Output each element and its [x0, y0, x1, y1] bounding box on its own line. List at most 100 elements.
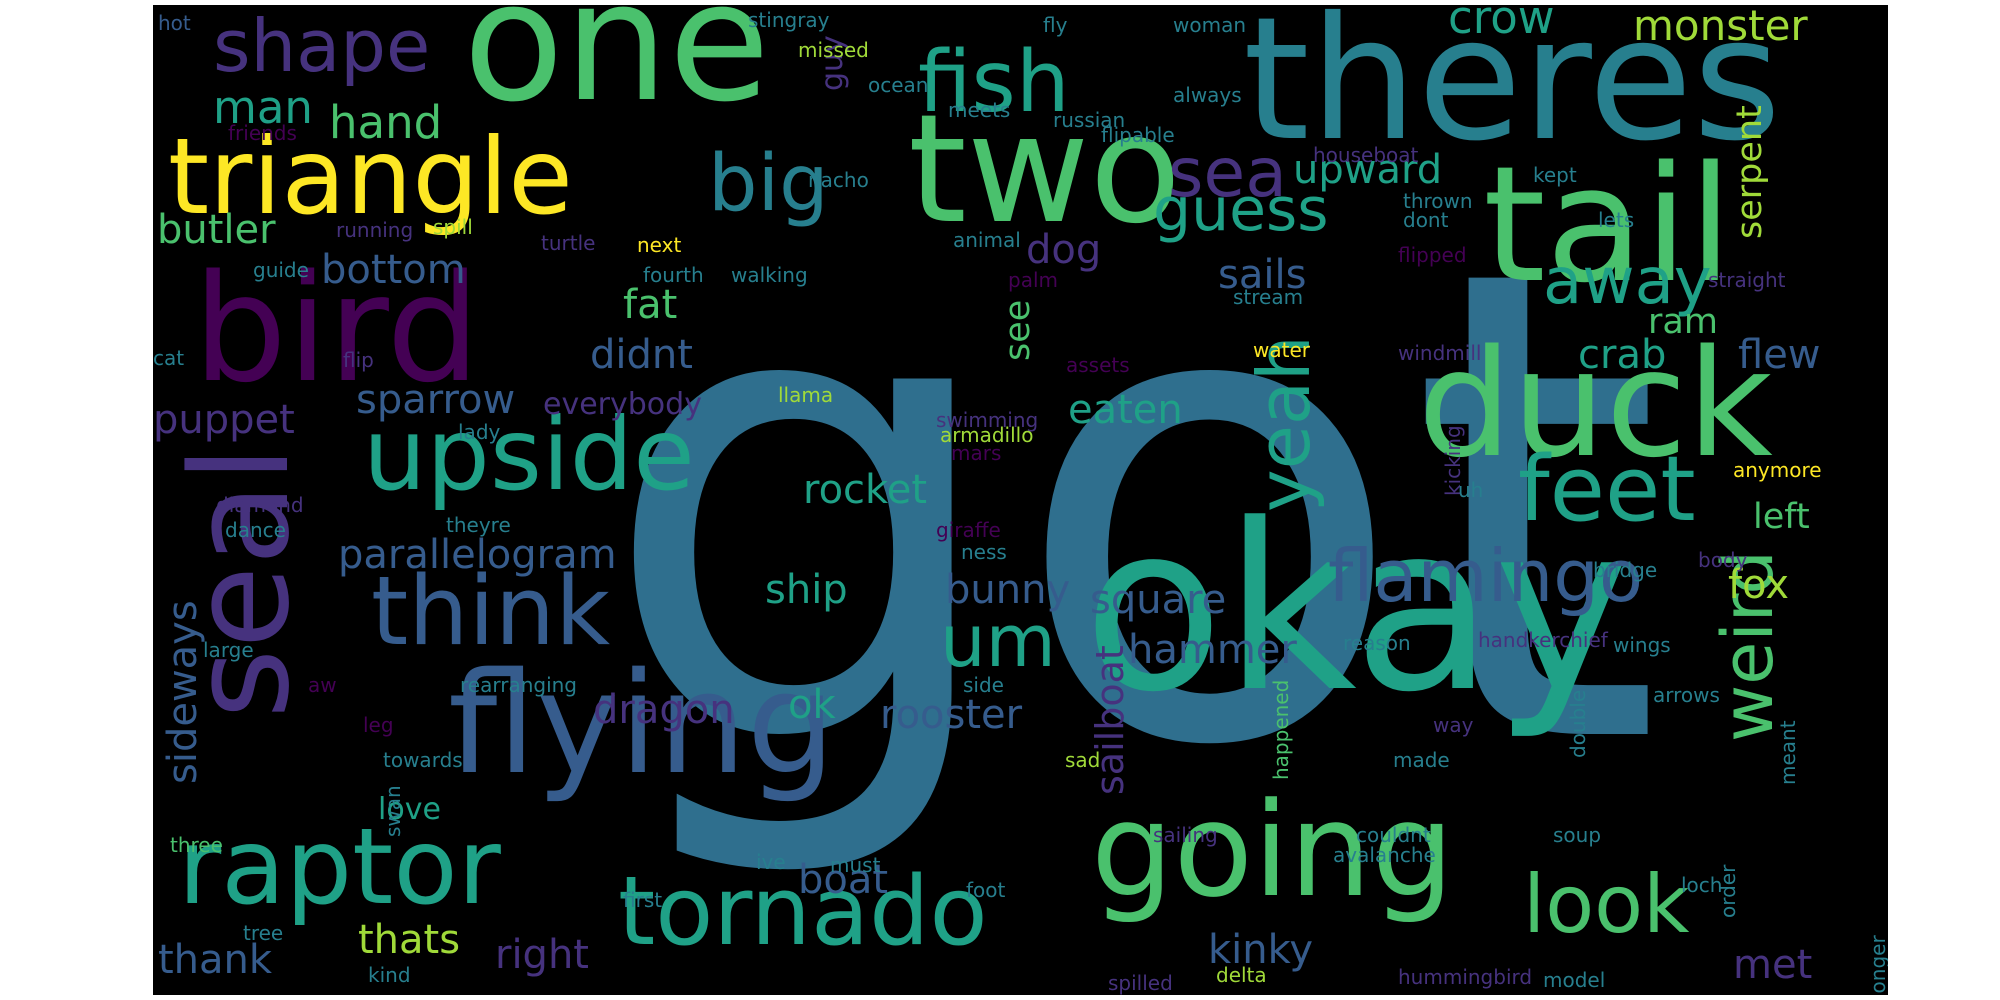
word-missed: missed — [798, 38, 869, 62]
word-love: love — [378, 792, 441, 827]
word-see: see — [998, 299, 1038, 361]
word-wings: wings — [1613, 633, 1671, 657]
word-kept: kept — [1533, 163, 1577, 187]
word-meets: meets — [948, 98, 1011, 122]
word-duck: duck — [1418, 318, 1773, 490]
word-meant: meant — [1776, 720, 1800, 785]
word-theres: theres — [1243, 5, 1782, 179]
word-running: running — [336, 218, 414, 242]
word-reason: reason — [1343, 631, 1411, 655]
word-houseboat: houseboat — [1313, 143, 1419, 167]
word-hand: hand — [329, 96, 443, 149]
word-animal: animal — [953, 228, 1021, 252]
word-armadillo: armadillo — [940, 423, 1034, 447]
word-stingray: stingray — [748, 8, 830, 32]
word-square: square — [1090, 577, 1227, 623]
word-water: water — [1253, 338, 1310, 362]
word-happened: happened — [1269, 679, 1293, 780]
word-sailing: sailing — [1153, 823, 1218, 847]
word-swimming: swimming — [936, 408, 1039, 432]
word-bottom: bottom — [321, 247, 466, 293]
word-flipped: flipped — [1398, 243, 1467, 267]
word-bridge: bridge — [1593, 558, 1658, 582]
word-eaten: eaten — [1068, 387, 1183, 433]
word-must: must — [830, 853, 881, 877]
word-bird: bird — [193, 243, 481, 415]
word-uh: uh — [1458, 478, 1484, 502]
word-fox: fox — [1728, 562, 1789, 608]
word-straight: straight — [1708, 268, 1786, 292]
word-swan: swan — [381, 785, 405, 837]
word-rearranging: rearranging — [460, 673, 577, 697]
word-sparrow: sparrow — [356, 377, 516, 423]
word-raptor: raptor — [178, 806, 501, 928]
word-next: next — [637, 233, 682, 257]
word-first: first — [623, 888, 663, 912]
word-thats: thats — [358, 917, 461, 963]
word-dog: dog — [1026, 227, 1102, 273]
word-bunny: bunny — [945, 567, 1071, 613]
word-shape: shape — [213, 5, 431, 88]
word-right: right — [495, 932, 589, 978]
word-ship: ship — [765, 567, 848, 613]
word-flew: flew — [1738, 332, 1821, 378]
word-met: met — [1733, 942, 1813, 988]
word-dance: dance — [225, 518, 286, 542]
word-ness: ness — [961, 540, 1007, 564]
word-fat: fat — [623, 282, 678, 328]
word-loch: loch — [1681, 873, 1723, 897]
word-okay: okay — [1083, 476, 1630, 743]
word-russian: russian — [1053, 108, 1126, 132]
word-lets: lets — [1598, 208, 1635, 232]
word-sailboat: sailboat — [1088, 645, 1132, 795]
word-crab: crab — [1578, 332, 1667, 378]
word-anymore: anymore — [1733, 458, 1822, 482]
word-spill: spill — [433, 215, 473, 239]
word-body: body — [1698, 548, 1748, 572]
word-boat: boat — [798, 857, 889, 903]
word-um: um — [940, 599, 1056, 683]
word-upward: upward — [1293, 147, 1443, 193]
word-couldnt: couldnt — [1356, 823, 1431, 847]
word-sideways: sideways — [160, 600, 206, 784]
word-palm: palm — [1008, 268, 1058, 292]
word-hot: hot — [158, 11, 191, 35]
word-upside: upside — [363, 396, 695, 513]
word-cat: cat — [153, 346, 185, 370]
word-lady: lady — [458, 420, 501, 444]
word-double: double — [1566, 689, 1590, 758]
word-one: one — [463, 5, 771, 138]
word-rocket: rocket — [803, 467, 928, 513]
word-llama: llama — [778, 383, 834, 407]
word-way: way — [1433, 713, 1474, 737]
word-ram: ram — [1648, 302, 1718, 342]
word-side: side — [963, 673, 1004, 697]
word-theyre: theyre — [446, 513, 511, 537]
word-woman: woman — [1173, 13, 1247, 37]
word-walking: walking — [731, 263, 808, 287]
word-guide: guide — [253, 258, 309, 282]
word-friends: friends — [228, 121, 297, 145]
word-flipable: flipable — [1101, 123, 1175, 147]
word-butler: butler — [157, 207, 276, 253]
word-fly: fly — [1043, 13, 1068, 37]
word-assets: assets — [1066, 353, 1130, 377]
word-windmill: windmill — [1398, 341, 1482, 365]
word-kind: kind — [368, 963, 411, 987]
word-triangle: triangle — [168, 116, 573, 238]
word-foot: foot — [966, 878, 1006, 902]
word-kinky: kinky — [1208, 927, 1314, 973]
word-sad: sad — [1065, 748, 1101, 772]
word-handkerchief: handkerchief — [1478, 628, 1608, 652]
word-look: look — [1523, 858, 1690, 951]
word-left: left — [1753, 497, 1810, 537]
word-avalanche: avalanche — [1333, 843, 1436, 867]
word-flamingo: flamingo — [1328, 534, 1643, 618]
word-large: large — [203, 638, 254, 662]
word-thrown: thrown — [1403, 189, 1473, 213]
word-aw: aw — [308, 673, 337, 697]
word-rooster: rooster — [880, 692, 1023, 738]
word-guess: guess — [1153, 175, 1329, 245]
word-big: big — [708, 139, 829, 229]
word-fish: fish — [918, 33, 1070, 132]
